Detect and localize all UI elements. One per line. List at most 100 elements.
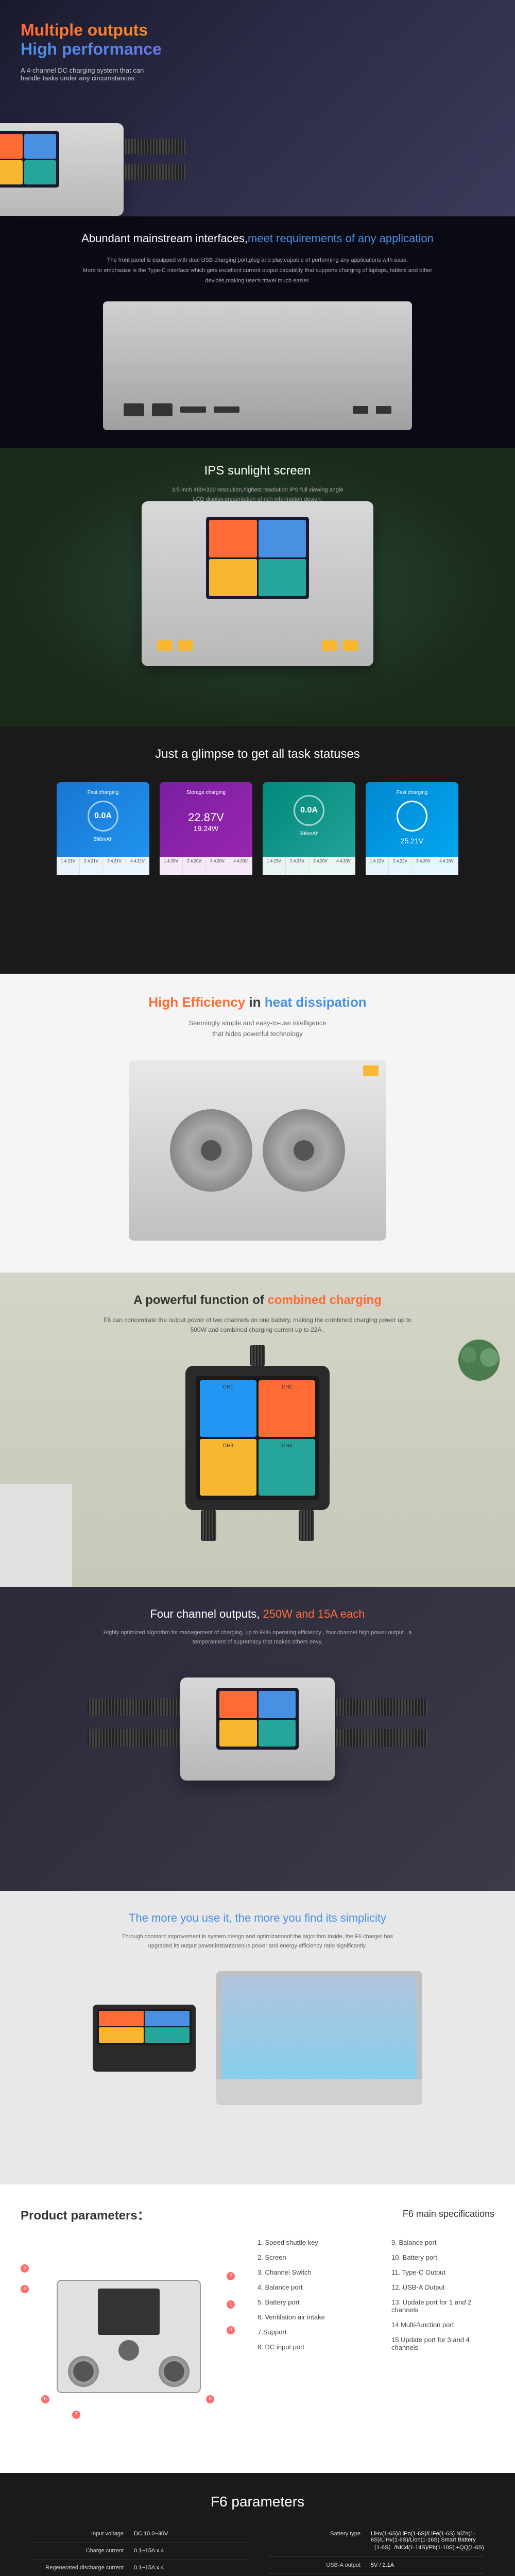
- spec-list: 1. Speed shuttle key 2. Screen 3. Channe…: [258, 2239, 494, 2434]
- param-value: DC 10.0~30V: [134, 2531, 247, 2537]
- interfaces-desc: The front panel is equipped with dual US…: [77, 256, 438, 286]
- four-channel-desc: Highly optimized algorithm for managemen…: [103, 1629, 412, 1647]
- glimpse-title: Just a glimpse to get all task statuses: [21, 747, 494, 761]
- section-ips-screen: IPS sunlight screen 3.5-inch 480×320 res…: [0, 448, 515, 726]
- screen-1-label: Fast charging: [64, 790, 142, 795]
- spec-item: 10. Battery port: [391, 2253, 494, 2261]
- interfaces-device-image: [103, 301, 412, 430]
- section-interfaces: Abundant mainstream interfaces,meet requ…: [0, 216, 515, 448]
- interfaces-title: Abundant mainstream interfaces,meet requ…: [21, 232, 494, 245]
- param-label: USB-A output: [268, 2562, 371, 2568]
- screen-1-val: 0.0A: [94, 811, 112, 821]
- params-table: Input voltageDC 10.0~30VCharge current0.…: [31, 2526, 484, 2576]
- interfaces-desc-2: More to emphasize is the Type-C interfac…: [77, 266, 438, 286]
- screen-preview-4: Fast charging 25.21V 1 4.22V 2 4.22V 3 4…: [366, 782, 458, 875]
- cell: 1 4.23V: [263, 857, 286, 875]
- product-diagram: 5 4 2 1 3 6 7 8: [21, 2239, 237, 2434]
- cell: 3 4.20V: [309, 857, 332, 875]
- interfaces-desc-1: The front panel is equipped with dual US…: [77, 256, 438, 266]
- cell: 3 4.20V: [206, 857, 229, 875]
- heat-desc: Seemingly simple and easy-to-use intelli…: [21, 1018, 494, 1040]
- product-params-subtitle: F6 main specifications: [403, 2209, 494, 2219]
- charger-image: [93, 2005, 196, 2072]
- laptop-image: [216, 1971, 422, 2105]
- param-value: LiHv(1-6S)/LiPo(1-6S)/LiFe(1-6S) NiZn(1-…: [371, 2531, 484, 2551]
- spec-item: 11. Type-C Output: [391, 2268, 494, 2276]
- section-simplicity: The more you use it, the more you find i…: [0, 1891, 515, 2184]
- simplicity-title: The more you use it, the more you find i…: [21, 1911, 494, 1925]
- spec-item: 2. Screen: [258, 2253, 360, 2261]
- param-value: 0.1~15A x 4: [134, 2565, 247, 2571]
- heat-title-blue: heat dissipation: [265, 994, 367, 1010]
- screen-gallery: Fast charging 0.0A 598mAh 1 4.21V 2 4.21…: [21, 782, 494, 875]
- spec-item: 3. Channel Switch: [258, 2268, 360, 2276]
- plant-decoration: [453, 1334, 505, 1386]
- cell: 2 4.22V: [389, 857, 412, 875]
- cell: 4 4.21V: [126, 857, 149, 875]
- fan-icon: [263, 1109, 345, 1192]
- spec-item: 9. Balance port: [391, 2239, 494, 2246]
- cell: 4 4.20V: [229, 857, 252, 875]
- params-col-right: Battery typeLiHv(1-6S)/LiPo(1-6S)/LiFe(1…: [268, 2526, 484, 2576]
- heat-desc-1: Seemingly simple and easy-to-use intelli…: [21, 1018, 494, 1029]
- ips-device-image: [142, 501, 373, 666]
- four-channel-device-image: [180, 1677, 335, 1781]
- spec-item: 8. DC input port: [258, 2343, 360, 2351]
- hero-title-2: High performance: [21, 40, 494, 59]
- param-label: Charge current: [31, 2548, 134, 2554]
- param-label: Input voltage: [31, 2531, 134, 2537]
- params-col-left: Input voltageDC 10.0~30VCharge current0.…: [31, 2526, 247, 2576]
- screen-preview-2: Storage charging 22.87V 19.24W 1 4.20V 2…: [160, 782, 252, 875]
- combined-title-pre: A powerful function of: [133, 1293, 267, 1307]
- param-value: 0.1~15A x 4: [134, 2548, 247, 2554]
- param-row: Input voltageDC 10.0~30V: [31, 2526, 247, 2543]
- spec-item: 1. Speed shuttle key: [258, 2239, 360, 2246]
- ips-desc-1: 3.5-inch 480×320 resolution,highest reso…: [154, 486, 360, 495]
- param-row: Regenerated discharge current0.1~15A x 4: [31, 2560, 247, 2576]
- cell: 2 4.21V: [80, 857, 103, 875]
- cell: 4 4.20V: [435, 857, 458, 875]
- hero-desc: A 4-channel DC charging system that can …: [21, 66, 165, 82]
- section-heat: High Efficiency in heat dissipation Seem…: [0, 974, 515, 1273]
- section-multiple-outputs: Multiple outputs High performance A 4-ch…: [0, 0, 515, 216]
- spec-item: 7.Support: [258, 2328, 360, 2336]
- f6-params-title: F6 parameters: [31, 2494, 484, 2510]
- section-glimpse: Just a glimpse to get all task statuses …: [0, 726, 515, 974]
- product-params-title: Product parameters：: [21, 2205, 150, 2223]
- param-row: Type-C outputMaximum 65W: [268, 2574, 484, 2576]
- param-value: 5V / 2.1A: [371, 2562, 484, 2568]
- cell: 1 4.20V: [160, 857, 183, 875]
- heat-desc-2: that hides powerful technology: [21, 1029, 494, 1040]
- simplicity-desc: Through constant improvement in system d…: [116, 1933, 399, 1951]
- hero-title-1: Multiple outputs: [21, 21, 494, 40]
- section-product-params: Product parameters： F6 main specificatio…: [0, 2184, 515, 2473]
- param-row: Battery typeLiHv(1-6S)/LiPo(1-6S)/LiFe(1…: [268, 2526, 484, 2557]
- param-row: Charge current0.1~15A x 4: [31, 2543, 247, 2560]
- cell: 1 4.21V: [57, 857, 80, 875]
- fan-icon: [170, 1109, 252, 1192]
- screen-3-val2: 598mAh: [270, 831, 348, 837]
- heat-title-orange: High Efficiency: [148, 994, 245, 1010]
- screen-2-val2: 19.24W: [167, 824, 245, 833]
- heat-device-image: [129, 1060, 386, 1241]
- cell: 4 4.20V: [332, 857, 355, 875]
- spec-item: 4. Balance port: [258, 2283, 360, 2291]
- section-combined-charging: A powerful function of combined charging…: [0, 1273, 515, 1587]
- spec-item: 14.Multi-function port: [391, 2321, 494, 2329]
- param-label: Regenerated discharge current: [31, 2565, 134, 2571]
- screen-2-label: Storage charging: [167, 790, 245, 795]
- screen-4-label: Fast charging: [373, 790, 451, 795]
- param-label: Battery type: [268, 2531, 371, 2551]
- combined-title-orange: combined charging: [268, 1293, 382, 1307]
- cell: 1 4.22V: [366, 857, 389, 875]
- hero-device-image: [0, 123, 124, 216]
- combined-desc: F6 can concentrate the output power of t…: [103, 1315, 412, 1335]
- screen-preview-3: 0.0A 598mAh 1 4.23V 2 4.23V 3 4.20V 4 4.…: [263, 782, 355, 875]
- screen-1-val2: 598mAh: [64, 837, 142, 842]
- spec-item: 12. USB-A Output: [391, 2283, 494, 2291]
- heat-title-mid: in: [245, 994, 265, 1010]
- spec-item: 15.Update port for 3 and 4 channels: [391, 2336, 494, 2351]
- section-f6-params: F6 parameters Input voltageDC 10.0~30VCh…: [0, 2473, 515, 2576]
- param-row: USB-A output5V / 2.1A: [268, 2557, 484, 2574]
- screen-3-val: 0.0A: [300, 806, 318, 815]
